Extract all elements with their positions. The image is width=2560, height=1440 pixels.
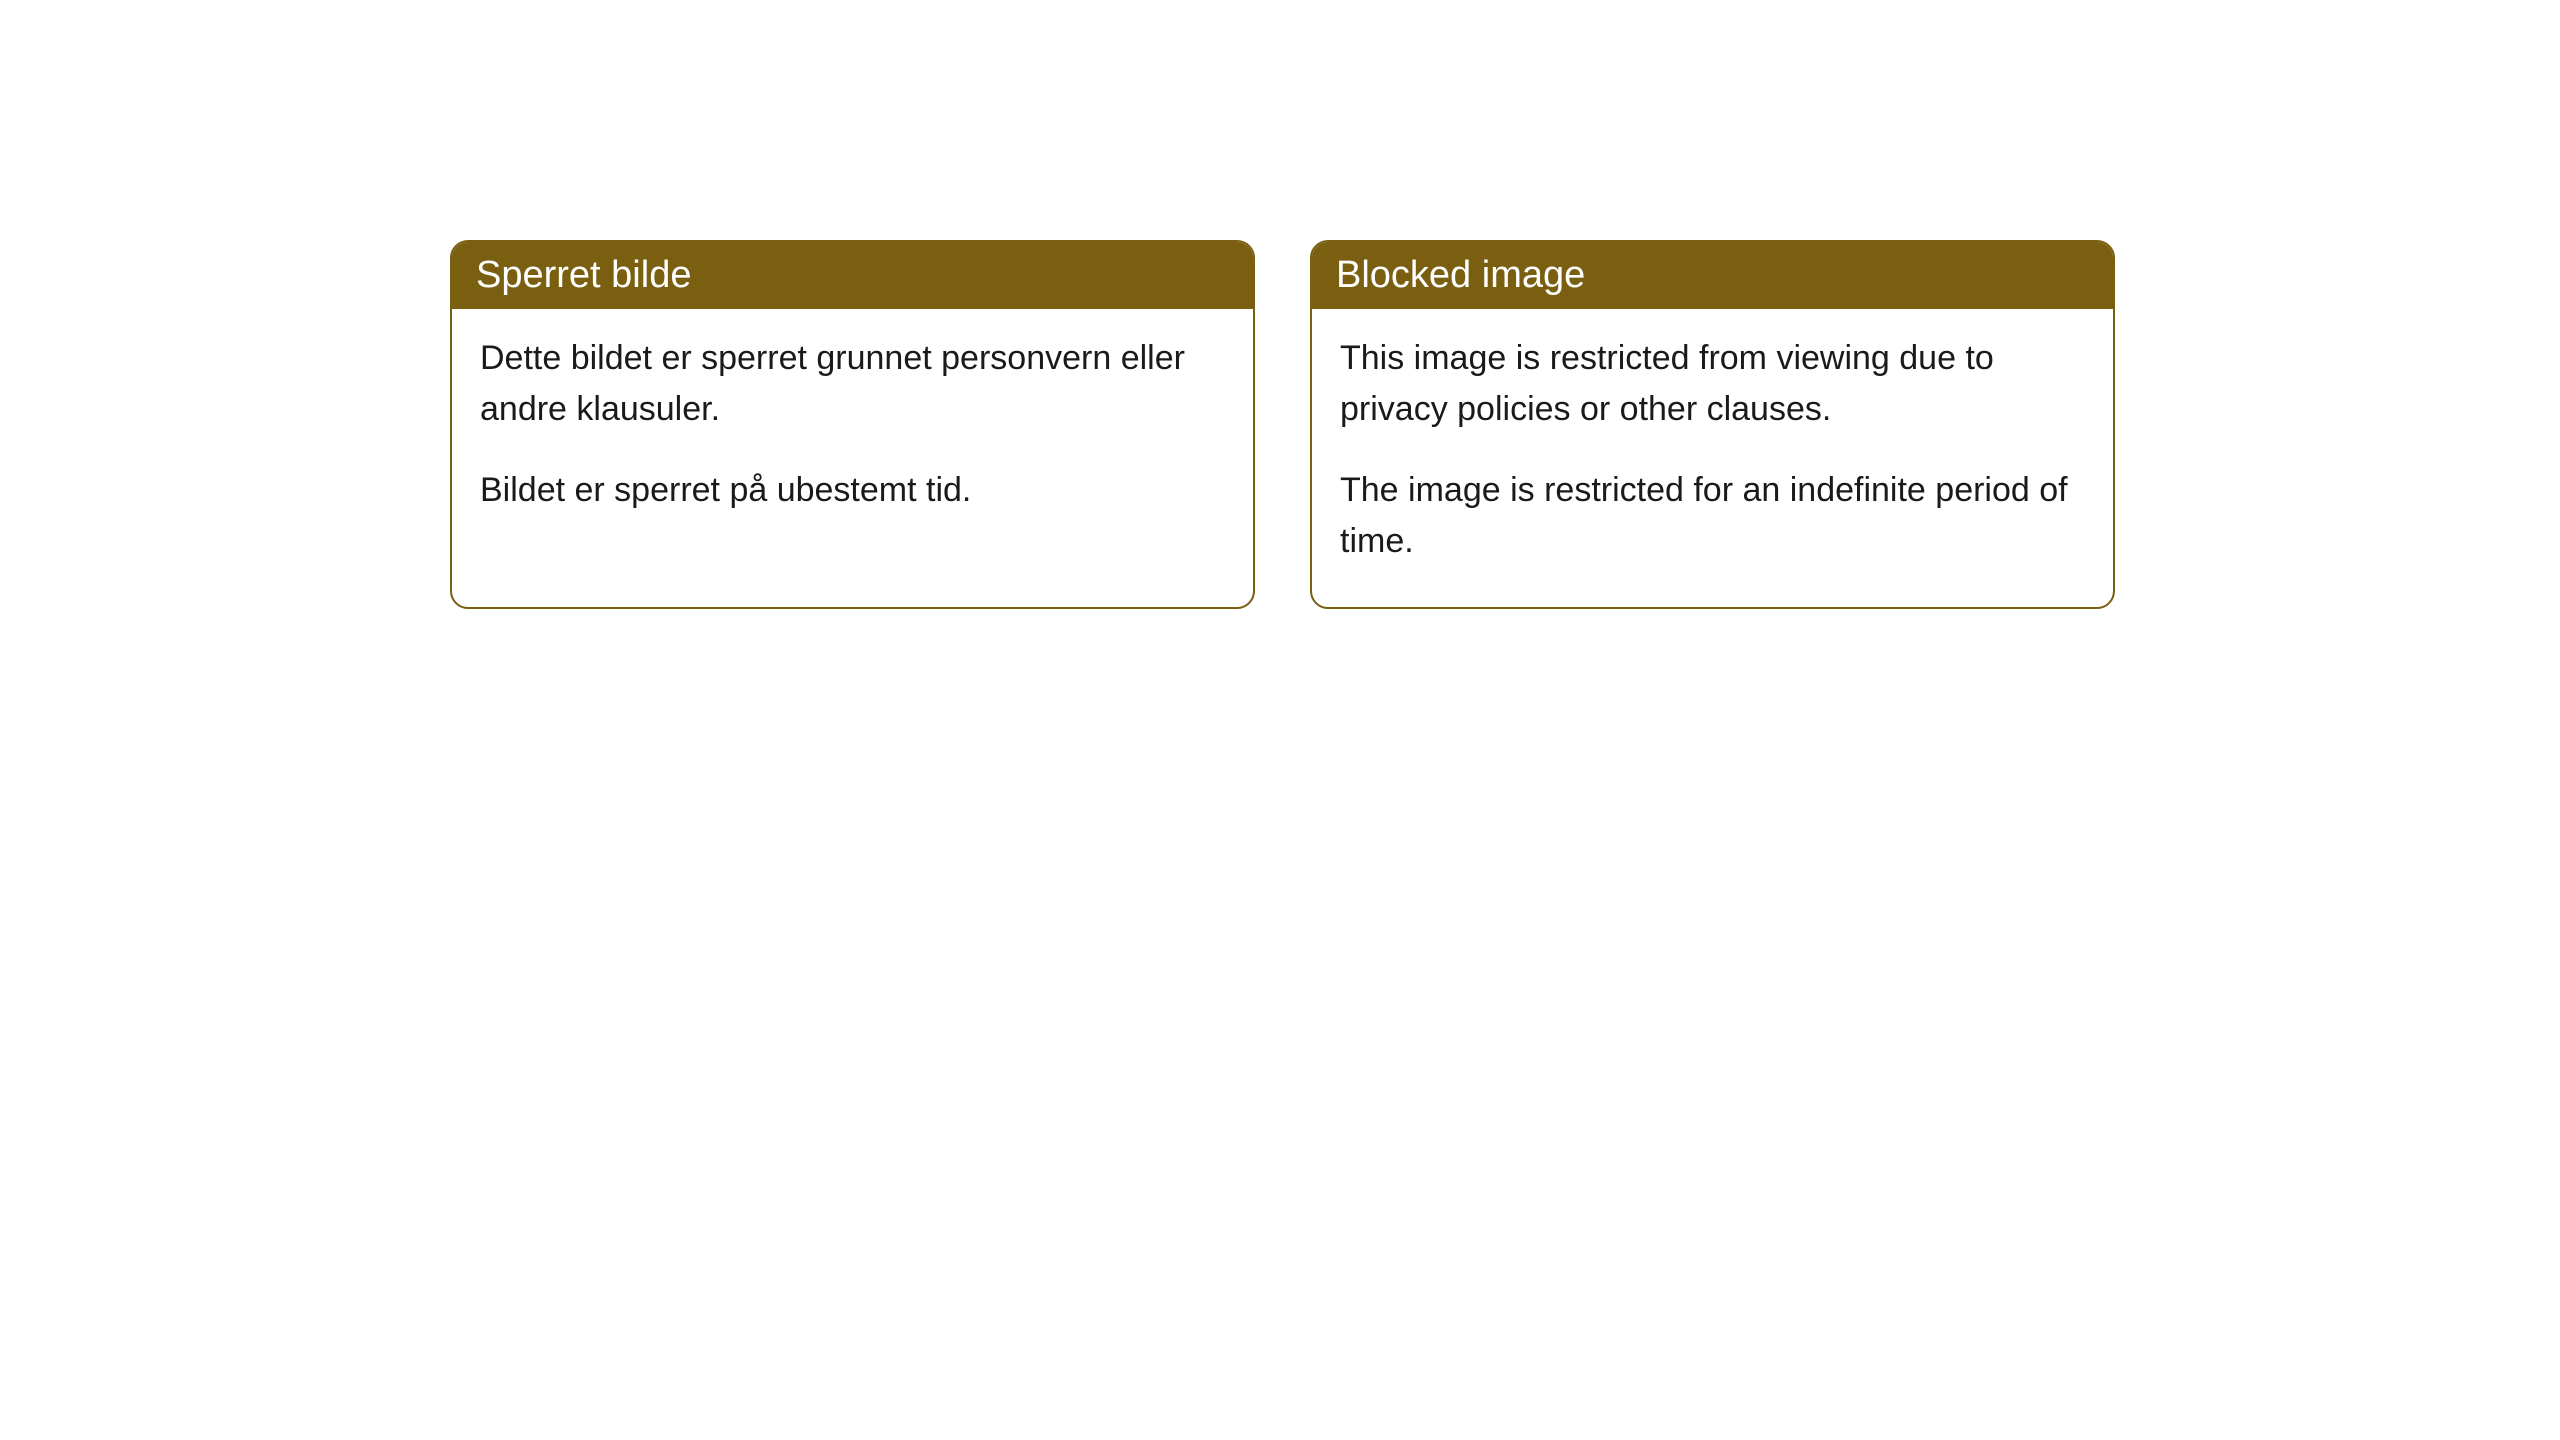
card-title: Blocked image (1336, 254, 1585, 296)
card-paragraph: This image is restricted from viewing du… (1340, 333, 2085, 435)
card-body: This image is restricted from viewing du… (1312, 309, 2113, 607)
notice-cards-container: Sperret bilde Dette bildet er sperret gr… (450, 240, 2115, 609)
card-paragraph: Bildet er sperret på ubestemt tid. (480, 465, 1225, 516)
card-title: Sperret bilde (476, 254, 691, 296)
card-paragraph: The image is restricted for an indefinit… (1340, 465, 2085, 567)
card-paragraph: Dette bildet er sperret grunnet personve… (480, 333, 1225, 435)
card-header: Sperret bilde (452, 242, 1253, 309)
card-body: Dette bildet er sperret grunnet personve… (452, 309, 1253, 556)
card-header: Blocked image (1312, 242, 2113, 309)
notice-card-norwegian: Sperret bilde Dette bildet er sperret gr… (450, 240, 1255, 609)
notice-card-english: Blocked image This image is restricted f… (1310, 240, 2115, 609)
